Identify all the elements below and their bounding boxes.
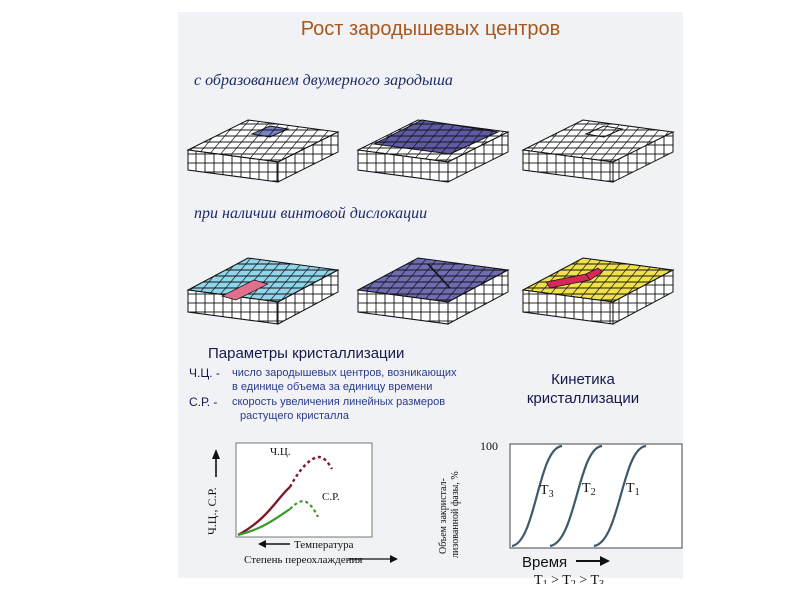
params-title: Параметры кристаллизации bbox=[208, 345, 405, 362]
kinetics-curve-t2 bbox=[549, 444, 603, 548]
kinetics-x-arrowhead bbox=[600, 556, 610, 566]
new-nucleus bbox=[584, 125, 624, 138]
kinetics-chart: Объем закристал- лизованной фазы, % 100 … bbox=[438, 439, 683, 584]
cc-definition-line2: в единице объема за единицу времени bbox=[232, 381, 433, 393]
kinetics-title-line1: Кинетика bbox=[551, 371, 615, 388]
sr-curve-dashed bbox=[289, 499, 319, 518]
cc-curve-dashed bbox=[288, 455, 334, 488]
cc-curve-label: Ч.Ц. bbox=[270, 446, 291, 458]
kinetics-x-label: Время bbox=[522, 554, 567, 571]
kinetics-curve-t3 bbox=[511, 444, 563, 548]
slide: Рост зародышевых центров с образованием … bbox=[178, 12, 683, 584]
dislocation-step bbox=[221, 279, 269, 301]
kinetics-label-t1: T1 bbox=[626, 481, 640, 498]
x-axis-label-temperature: Температура bbox=[294, 539, 354, 551]
crystal-block-2 bbox=[356, 119, 510, 183]
sr-curve-label: С.Р. bbox=[322, 491, 340, 503]
crystal-block-5 bbox=[356, 257, 510, 325]
spiral-step-end bbox=[585, 267, 603, 281]
kinetics-label-t3: T3 bbox=[540, 483, 554, 500]
dislocation-line bbox=[427, 263, 451, 289]
crystal-row-screw-dislocation bbox=[186, 257, 675, 325]
growing-layer bbox=[372, 119, 500, 155]
sr-definition-line2: растущего кристалла bbox=[240, 410, 349, 422]
crystal-block-1 bbox=[186, 119, 340, 183]
nucleation-growth-chart: Ч.Ц., С.Р. Ч.Ц. С.Р. Температура Степень… bbox=[205, 442, 398, 566]
y-axis-label: Ч.Ц., С.Р. bbox=[205, 487, 219, 535]
cc-abbr: Ч.Ц. - bbox=[189, 366, 220, 380]
sr-abbr: С.Р. - bbox=[189, 395, 218, 409]
kinetics-title: Кинетика кристаллизации bbox=[508, 370, 658, 408]
slide-title: Рост зародышевых центров bbox=[300, 18, 561, 40]
kinetics-title-line2: кристаллизации bbox=[526, 390, 640, 407]
x-axis-arrowhead bbox=[258, 540, 266, 548]
cc-definition-line1: число зародышевых центров, возникающих bbox=[232, 367, 457, 379]
section-label-2d-nucleus: с образованием двумерного зародыша bbox=[194, 72, 453, 89]
kinetics-plot-frame bbox=[509, 443, 683, 549]
crystal-row-2d-nucleus bbox=[186, 119, 675, 183]
kinetics-y-label-line2: лизованной фазы, % bbox=[450, 471, 461, 558]
crystal-block-6 bbox=[521, 257, 675, 325]
x-axis-arrowhead-right bbox=[390, 555, 398, 563]
section-label-screw-dislocation: при наличии винтовой дислокации bbox=[194, 205, 428, 222]
2d-nucleus bbox=[250, 125, 290, 138]
x-axis-label-undercooling: Степень переохлаждения bbox=[244, 554, 362, 566]
cc-curve-solid bbox=[237, 486, 291, 537]
sr-definition-line1: скорость увеличения линейных размеров bbox=[232, 396, 446, 408]
crystal-block-3 bbox=[521, 119, 675, 183]
sr-curve-solid bbox=[237, 508, 291, 537]
y-axis-arrowhead bbox=[212, 449, 220, 459]
kinetics-label-t2: T2 bbox=[582, 481, 596, 498]
crystal-block-4 bbox=[186, 257, 340, 325]
kinetics-curve-t1 bbox=[593, 444, 647, 548]
kinetics-y-max: 100 bbox=[480, 439, 498, 453]
temperature-relation: T1 > T2 > T3 bbox=[534, 573, 604, 584]
kinetics-y-label-line1: Объем закристал- bbox=[438, 478, 449, 554]
